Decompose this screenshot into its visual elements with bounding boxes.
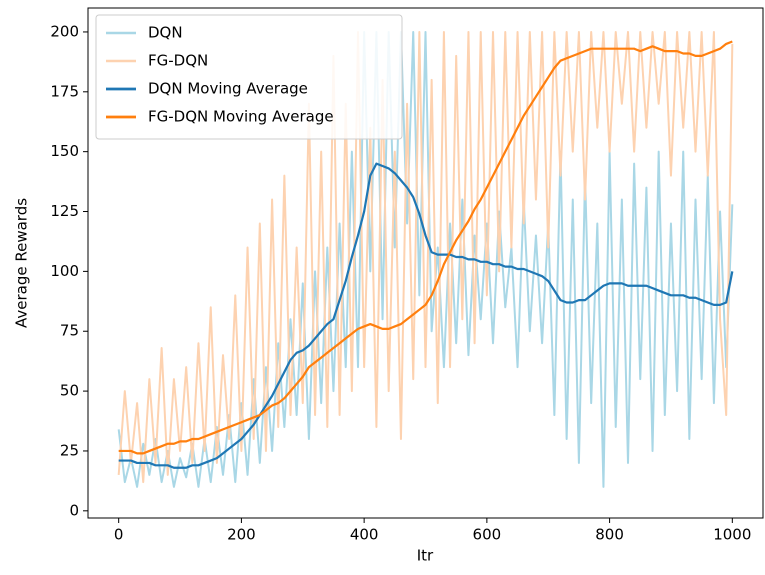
x-tick-label: 600 bbox=[473, 526, 502, 544]
x-tick-label: 200 bbox=[227, 526, 256, 544]
legend-label: DQN Moving Average bbox=[148, 80, 308, 98]
y-axis-label: Average Rewards bbox=[13, 198, 31, 328]
y-tick-label: 175 bbox=[50, 82, 79, 100]
x-tick-label: 800 bbox=[595, 526, 624, 544]
y-tick-label: 25 bbox=[60, 441, 79, 459]
y-tick-label: 100 bbox=[50, 262, 79, 280]
legend-label: FG-DQN bbox=[148, 52, 208, 70]
legend-label: DQN bbox=[148, 24, 183, 42]
x-tick-label: 0 bbox=[114, 526, 124, 544]
plot-frame bbox=[87, 7, 764, 519]
series-line bbox=[118, 40, 733, 455]
y-tick-label: 125 bbox=[50, 202, 79, 220]
legend-label: FG-DQN Moving Average bbox=[148, 108, 334, 126]
y-tick-label: 200 bbox=[50, 22, 79, 40]
x-axis-label: Itr bbox=[417, 547, 434, 565]
y-tick-label: 0 bbox=[69, 501, 79, 519]
x-tick-label: 1000 bbox=[713, 526, 751, 544]
x-tick-label: 400 bbox=[350, 526, 379, 544]
series-line bbox=[117, 30, 734, 488]
legend-box bbox=[95, 14, 403, 140]
y-tick-label: 75 bbox=[60, 322, 79, 340]
y-tick-label: 50 bbox=[60, 382, 79, 400]
series-line bbox=[117, 30, 734, 484]
series-line bbox=[118, 162, 734, 469]
y-tick-label: 150 bbox=[50, 142, 79, 160]
